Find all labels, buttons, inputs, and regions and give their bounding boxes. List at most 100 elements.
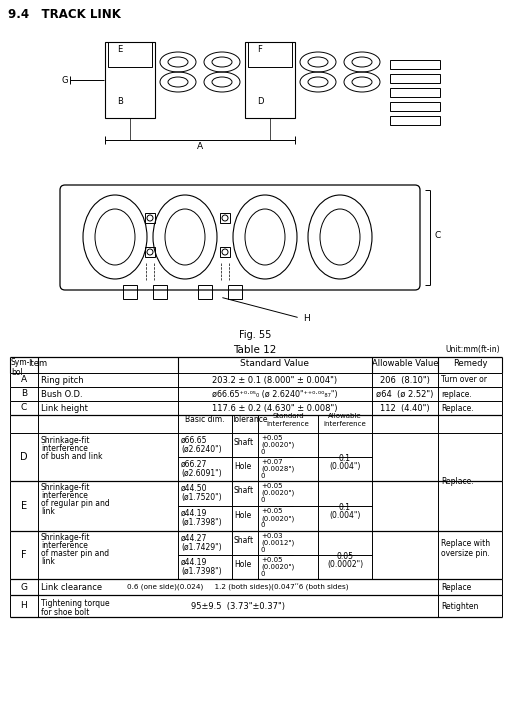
Bar [389,60,439,69]
Text: Shrinkage-fit: Shrinkage-fit [41,533,90,542]
Text: Shaft: Shaft [234,486,253,495]
Text: Hole: Hole [234,560,251,569]
Text: interference: interference [41,541,88,550]
Text: A: A [21,376,27,384]
Text: 9.4   TRACK LINK: 9.4 TRACK LINK [8,8,121,21]
Text: (0.004"): (0.004") [329,462,360,471]
Text: 0: 0 [261,473,265,479]
Text: Shaft: Shaft [234,536,253,545]
Text: —: — [282,452,293,462]
Text: ø64  (ø 2.52"): ø64 (ø 2.52") [376,389,433,399]
Text: 0.05: 0.05 [336,552,353,561]
Text: Item: Item [29,358,47,368]
Text: Link height: Link height [41,404,88,413]
Text: 112  (4.40"): 112 (4.40") [379,404,429,412]
Text: F: F [257,45,261,54]
Bar [123,285,137,299]
Text: 0: 0 [261,571,265,577]
Text: Tightening torque: Tightening torque [41,599,109,608]
Text: oversize pin.: oversize pin. [440,549,489,558]
Text: (0.0012"): (0.0012") [261,540,294,547]
Text: E: E [117,45,122,54]
Text: F: F [21,550,27,560]
Text: Standard Value: Standard Value [240,358,309,368]
Text: (ø1.7398"): (ø1.7398") [181,567,221,576]
Text: B: B [117,97,123,106]
Text: Shrinkage-fit: Shrinkage-fit [41,483,90,492]
Text: ø44.19: ø44.19 [181,558,207,567]
Bar [389,88,439,97]
Text: (0.004"): (0.004") [329,511,360,520]
Text: Replace with: Replace with [440,539,489,548]
Text: H: H [302,314,309,323]
Text: +0.03: +0.03 [261,533,282,539]
Text: ø66.65⁺⁰·⁰⁵₀ (ø 2.6240"⁺⁺⁰·⁰⁰₈₇"): ø66.65⁺⁰·⁰⁵₀ (ø 2.6240"⁺⁺⁰·⁰⁰₈₇") [212,389,337,399]
Text: C: C [21,404,27,412]
Text: (ø2.6091"): (ø2.6091") [181,469,221,478]
Text: +0.05: +0.05 [261,508,282,514]
Text: Shrinkage-fit: Shrinkage-fit [41,436,90,445]
Text: G: G [20,583,27,591]
Text: Fig. 55: Fig. 55 [238,330,271,340]
Text: A: A [196,142,203,151]
Text: Hole: Hole [234,462,251,471]
Text: (ø2.6240"): (ø2.6240") [181,445,221,454]
Text: 0.1: 0.1 [338,454,350,463]
Text: replace.: replace. [440,390,471,399]
Bar [145,247,155,257]
Text: link: link [41,557,55,566]
Text: Unit:mm(ft-in): Unit:mm(ft-in) [444,345,499,354]
Text: 0: 0 [261,497,265,503]
Text: interference: interference [41,444,88,453]
Text: 0.1: 0.1 [338,503,350,512]
Text: Standard
interference: Standard interference [266,414,309,427]
Text: Turn over or: Turn over or [440,375,486,384]
Bar [145,213,155,223]
Text: (ø1.7429"): (ø1.7429") [181,543,221,552]
Text: of regular pin and: of regular pin and [41,499,109,508]
Text: link: link [41,507,55,516]
Bar [247,42,292,67]
Text: 0.6 (one side)(0.024)     1.2 (both sides)(0.047ʹʹ6 (both sides): 0.6 (one side)(0.024) 1.2 (both sides)(0… [127,583,348,590]
Text: (0.0028"): (0.0028") [261,466,294,472]
Text: (ø1.7520"): (ø1.7520") [181,493,221,502]
Text: Link clearance: Link clearance [41,583,102,592]
Text: ø66.27: ø66.27 [181,460,207,469]
Bar [108,42,152,67]
Text: ø44.50: ø44.50 [181,484,207,493]
Bar [153,285,166,299]
Text: Bush O.D.: Bush O.D. [41,390,82,399]
Bar [105,42,155,118]
Text: D: D [257,97,263,106]
Text: D: D [20,452,28,462]
Text: Retighten: Retighten [440,602,477,611]
Text: Allowable
interference: Allowable interference [323,414,365,427]
Text: of master pin and: of master pin and [41,549,109,558]
Text: Ring pitch: Ring pitch [41,376,83,385]
Text: Replace.: Replace. [440,404,473,413]
Bar [197,285,212,299]
Text: 117.6 ± 0.2 (4.630" ± 0.008"): 117.6 ± 0.2 (4.630" ± 0.008") [212,404,337,412]
Text: (0.0002"): (0.0002") [326,560,362,569]
Bar [244,42,294,118]
Text: E: E [21,501,27,511]
Text: +0.05: +0.05 [261,483,282,489]
Text: 0: 0 [261,522,265,528]
Text: 0: 0 [261,547,265,553]
Text: (0.0020"): (0.0020") [261,564,294,570]
Bar [228,285,242,299]
Text: interference: interference [41,491,88,500]
Bar [219,247,230,257]
Text: of bush and link: of bush and link [41,452,102,461]
Text: Allowable Value: Allowable Value [371,358,437,368]
Text: B: B [21,389,27,399]
Text: ø66.65: ø66.65 [181,436,207,445]
Bar [219,213,230,223]
Text: Sym-
bol: Sym- bol [11,358,31,377]
Text: Replace: Replace [440,583,470,592]
Text: for shoe bolt: for shoe bolt [41,608,89,617]
Text: H: H [20,601,27,611]
Text: (0.0020"): (0.0020") [261,490,294,497]
Text: (0.0020"): (0.0020") [261,515,294,521]
Text: 95±9.5  (3.73"±0.37"): 95±9.5 (3.73"±0.37") [191,601,285,611]
